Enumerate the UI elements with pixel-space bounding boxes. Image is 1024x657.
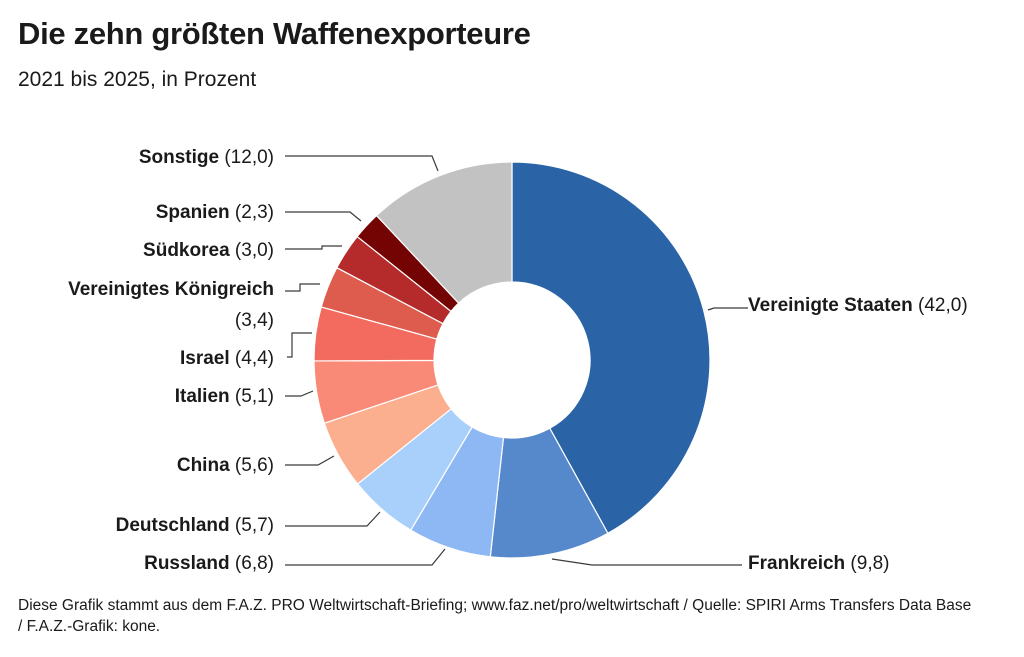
label-name: Spanien bbox=[156, 202, 230, 223]
label-name: Vereinigte Staaten bbox=[748, 295, 913, 316]
leader-line-italien bbox=[285, 390, 314, 397]
label-value: (2,3) bbox=[230, 202, 274, 223]
label-name: Italien bbox=[175, 386, 230, 407]
label-name: Vereinigtes Königreich bbox=[68, 279, 274, 300]
leader-line-israel bbox=[287, 332, 312, 358]
leader-line-vereinigtes-koenigreich bbox=[285, 283, 320, 292]
leader-line-suedkorea bbox=[285, 245, 342, 250]
label-name: Südkorea bbox=[143, 240, 230, 261]
leader-line-frankreich bbox=[551, 558, 742, 566]
donut-chart: Vereinigte Staaten (42,0) Frankreich (9,8… bbox=[68, 147, 968, 574]
label-value: (6,8) bbox=[230, 553, 274, 574]
label-israel: Israel (4,4) bbox=[180, 348, 274, 369]
slice-sonstige bbox=[375, 161, 513, 304]
label-deutschland: Deutschland (5,7) bbox=[116, 515, 274, 536]
label-china: China (5,6) bbox=[177, 455, 274, 476]
chart-title: Die zehn größten Waffenexporteure bbox=[18, 16, 531, 51]
label-value: (5,1) bbox=[230, 386, 274, 407]
leader-line-russland bbox=[285, 548, 446, 566]
label-name: Sonstige bbox=[139, 147, 219, 168]
label-value: (3,0) bbox=[230, 240, 274, 261]
leader-line-vereinigte-staaten bbox=[707, 307, 748, 311]
label-sonstige: Sonstige (12,0) bbox=[139, 147, 274, 168]
label-spanien: Spanien (2,3) bbox=[156, 202, 274, 223]
label-name: Russland bbox=[144, 553, 230, 574]
chart-subtitle: 2021 bis 2025, in Prozent bbox=[18, 68, 257, 91]
label-value: (42,0) bbox=[913, 295, 968, 316]
leader-line-sonstige bbox=[285, 155, 439, 172]
label-value: (9,8) bbox=[845, 553, 889, 574]
label-vereinigte-staaten: Vereinigte Staaten (42,0) bbox=[748, 295, 968, 316]
label-vereinigtes-koenigreich: Vereinigtes Königreich (3,4) bbox=[68, 279, 274, 331]
label-name: Frankreich bbox=[748, 553, 845, 574]
label-value: (3,4) bbox=[235, 310, 274, 331]
label-value: (4,4) bbox=[230, 348, 274, 369]
label-value: (12,0) bbox=[219, 147, 274, 168]
label-frankreich: Frankreich (9,8) bbox=[748, 553, 890, 574]
leader-line-deutschland bbox=[285, 511, 381, 527]
label-value: (5,6) bbox=[230, 455, 274, 476]
leader-line-spanien bbox=[285, 211, 362, 222]
leader-line-china bbox=[285, 455, 335, 466]
label-italien: Italien (5,1) bbox=[175, 386, 274, 407]
label-russland: Russland (6,8) bbox=[144, 553, 274, 574]
label-value: (5,7) bbox=[230, 515, 274, 536]
label-name: Deutschland bbox=[116, 515, 230, 536]
slice-vereinigte-staaten bbox=[511, 161, 711, 535]
label-name: China bbox=[177, 455, 230, 476]
label-suedkorea: Südkorea (3,0) bbox=[143, 240, 274, 261]
label-name: Israel bbox=[180, 348, 230, 369]
source-note: Diese Grafik stammt aus dem F.A.Z. PRO W… bbox=[18, 597, 972, 635]
